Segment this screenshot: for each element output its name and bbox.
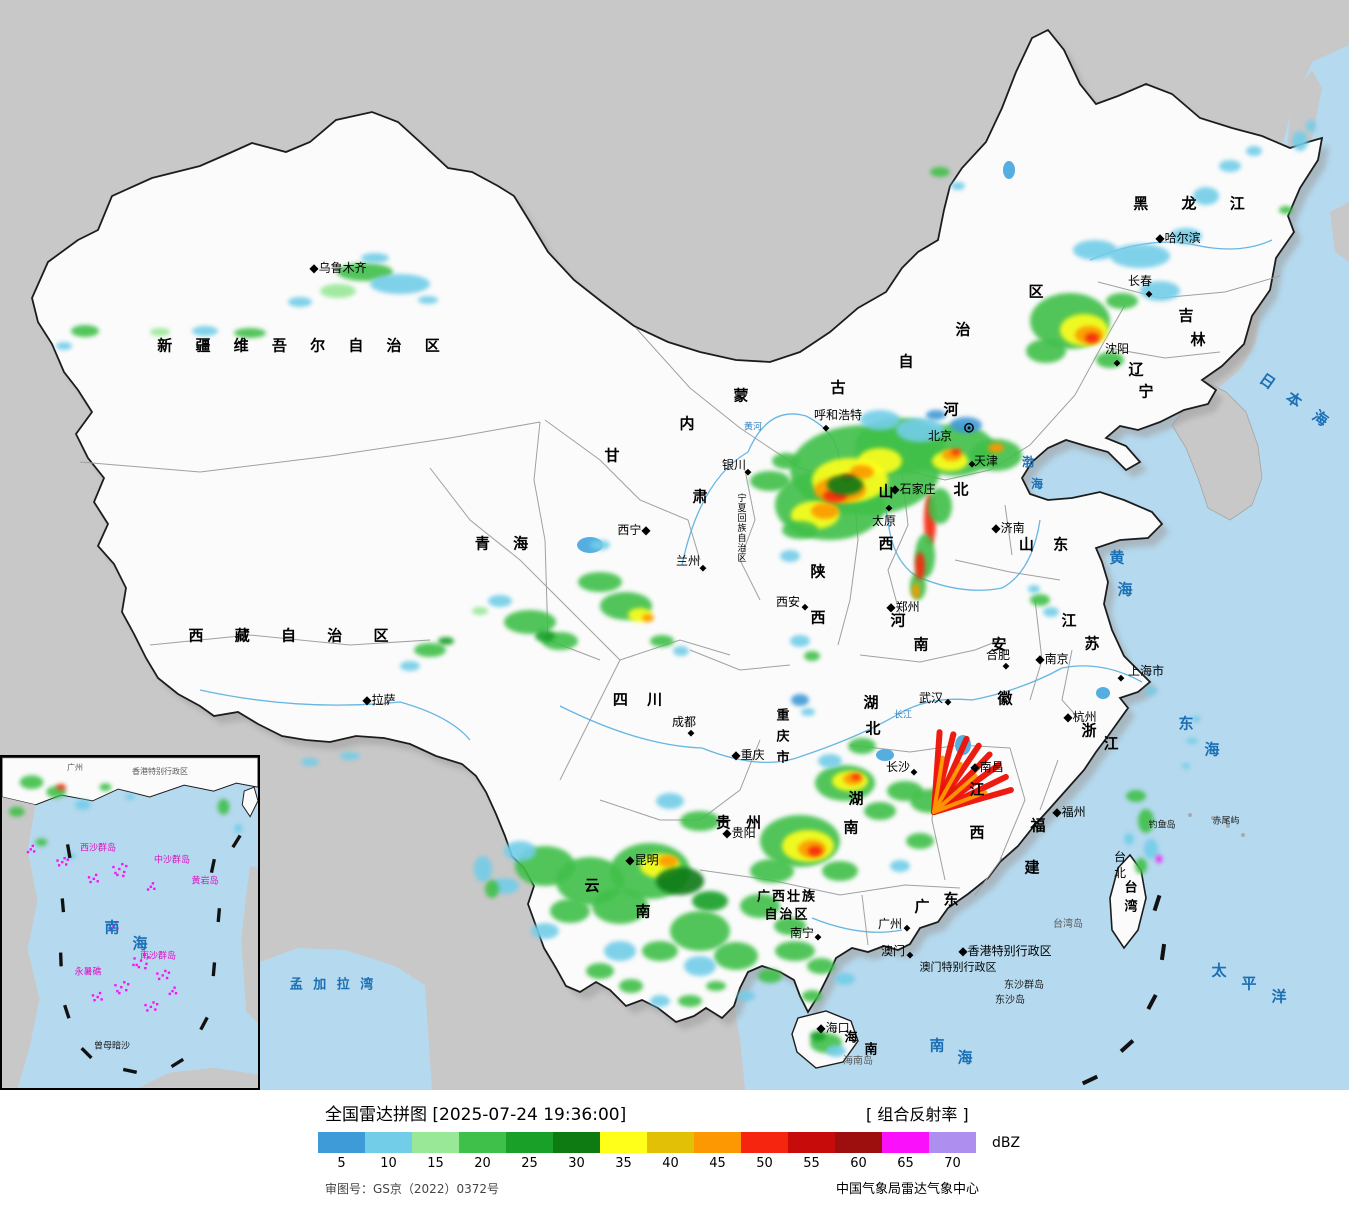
colorbar-tick: 15 bbox=[427, 1156, 444, 1171]
colorbar bbox=[318, 1132, 976, 1153]
inset-island-dots bbox=[26, 844, 178, 1012]
inset-vietnam bbox=[2, 796, 40, 1088]
colorbar-cell-60 bbox=[835, 1132, 882, 1153]
colorbar-tick: 30 bbox=[568, 1156, 585, 1171]
inset-nine-dash-line bbox=[58, 834, 242, 1074]
inset-mainland-coast bbox=[2, 757, 258, 806]
colorbar-cell-20 bbox=[459, 1132, 506, 1153]
boundary-dash-layer bbox=[1081, 813, 1245, 1086]
legend-panel: 全国雷达拼图 [2025-07-24 19:36:00] [ 组合反射率 ] d… bbox=[0, 1090, 1349, 1208]
province-boundaries bbox=[79, 275, 1281, 946]
colorbar-ticks: 5 10 15 20 25 30 35 40 45 50 55 60 65 70 bbox=[318, 1156, 976, 1171]
colorbar-tick: 25 bbox=[521, 1156, 538, 1171]
approval-number: 审图号：GS京（2022）0372号 bbox=[325, 1182, 499, 1196]
legend-product-name: [ 组合反射率 ] bbox=[866, 1105, 969, 1124]
colorbar-tick: 70 bbox=[944, 1156, 961, 1171]
colorbar-tick: 45 bbox=[709, 1156, 726, 1171]
south-china-sea-inset bbox=[0, 755, 260, 1090]
colorbar-tick: 55 bbox=[803, 1156, 820, 1171]
inset-sea bbox=[2, 757, 258, 1088]
colorbar-cell-35 bbox=[600, 1132, 647, 1153]
inset-svg bbox=[2, 757, 258, 1088]
legend-title: 全国雷达拼图 [2025-07-24 19:36:00] bbox=[325, 1105, 627, 1125]
credit: 中国气象局雷达气象中心 bbox=[836, 1182, 980, 1197]
colorbar-cell-40 bbox=[647, 1132, 694, 1153]
colorbar-tick: 50 bbox=[756, 1156, 773, 1171]
inset-philippines bbox=[241, 865, 258, 1024]
colorbar-cell-65 bbox=[882, 1132, 929, 1153]
colorbar-tick: 35 bbox=[615, 1156, 632, 1171]
inset-borneo bbox=[139, 1067, 258, 1088]
radar-echo-layer bbox=[56, 120, 1316, 1057]
colorbar-cell-30 bbox=[553, 1132, 600, 1153]
colorbar-cell-50 bbox=[741, 1132, 788, 1153]
colorbar-tick: 40 bbox=[662, 1156, 679, 1171]
inset-echo-layer bbox=[8, 775, 243, 859]
taiwan-island bbox=[1109, 853, 1147, 950]
colorbar-tick: 5 bbox=[337, 1156, 346, 1171]
colorbar-cell-45 bbox=[694, 1132, 741, 1153]
colorbar-tick: 60 bbox=[850, 1156, 867, 1171]
ocean bbox=[734, 45, 1349, 1090]
colorbar-cell-70 bbox=[929, 1132, 976, 1153]
legend-unit: dBZ bbox=[992, 1135, 1021, 1151]
inset-taiwan bbox=[241, 786, 258, 818]
colorbar-tick: 10 bbox=[380, 1156, 397, 1171]
colorbar-cell-55 bbox=[788, 1132, 835, 1153]
colorbar-cell-25 bbox=[506, 1132, 553, 1153]
bay-of-bengal bbox=[258, 948, 432, 1090]
colorbar-tick: 65 bbox=[897, 1156, 914, 1171]
colorbar-tick: 20 bbox=[474, 1156, 491, 1171]
colorbar-cell-10 bbox=[365, 1132, 412, 1153]
japan-edge bbox=[1330, 202, 1349, 262]
colorbar-cell-15 bbox=[412, 1132, 459, 1153]
colorbar-cell-5 bbox=[318, 1132, 365, 1153]
